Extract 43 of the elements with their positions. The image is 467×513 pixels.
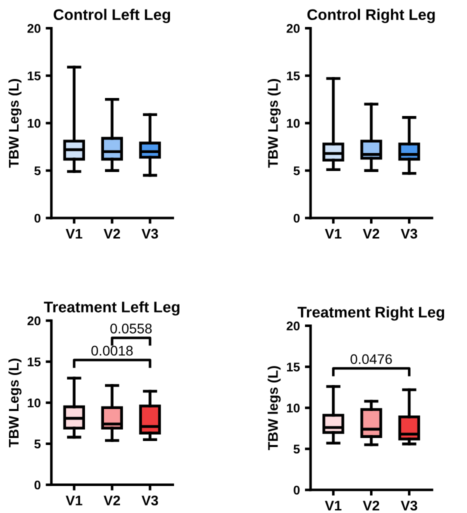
y-tick-label: 15 [287,72,300,80]
y-axis-title: TBW Legs (L) [8,358,22,448]
chart-title: Treatment Right Leg [298,306,444,321]
x-tick-label: V3 [142,228,158,239]
y-tick-label: 0 [34,214,40,223]
y-tick-label: 15 [287,362,300,372]
chart-title: Control Left Leg [54,8,170,24]
y-tick-label: 5 [294,166,300,176]
x-tick-label: V2 [104,496,120,506]
x-tick-label: V1 [324,500,342,510]
y-axis-title: TBW Legs (L) [8,79,22,168]
x-tick-label: V2 [362,500,380,510]
chart-title: Control Right Leg [307,8,435,24]
y-tick-label: 5 [294,444,300,454]
y-tick-label: 5 [34,166,41,176]
annotation: 0.0558 [110,324,152,334]
y-tick-label: 10 [28,118,40,128]
x-tick-label: V1 [324,228,342,239]
x-tick-label: V1 [66,496,82,506]
x-tick-label: V3 [142,496,158,506]
chart-title: Treatment Left Leg [44,301,180,316]
y-tick-label: 20 [286,322,300,330]
x-tick-label: V1 [66,228,82,239]
y-tick-label: 0 [294,214,300,223]
y-tick-label: 10 [287,404,300,412]
y-axis-title: TBW legs (L) [268,366,281,450]
x-tick-label: V3 [400,500,418,511]
y-tick-label: 10 [28,398,40,408]
y-tick-label: 20 [27,316,40,326]
y-tick-label: 15 [28,358,41,366]
y-tick-label: 20 [27,24,40,33]
y-tick-label: 20 [286,24,300,33]
annotation: 0.0476 [350,354,392,364]
x-tick-label: V3 [400,228,418,239]
annotation: 0.0018 [91,346,133,356]
y-tick-label: 15 [28,72,41,80]
x-tick-label: V2 [362,228,380,239]
y-tick-label: 0 [294,486,300,495]
y-tick-label: 10 [287,118,300,128]
y-axis-title: TBW Legs (L) [268,79,281,168]
x-tick-label: V2 [104,228,120,239]
y-tick-label: 5 [34,440,41,448]
y-tick-label: 0 [34,480,40,490]
